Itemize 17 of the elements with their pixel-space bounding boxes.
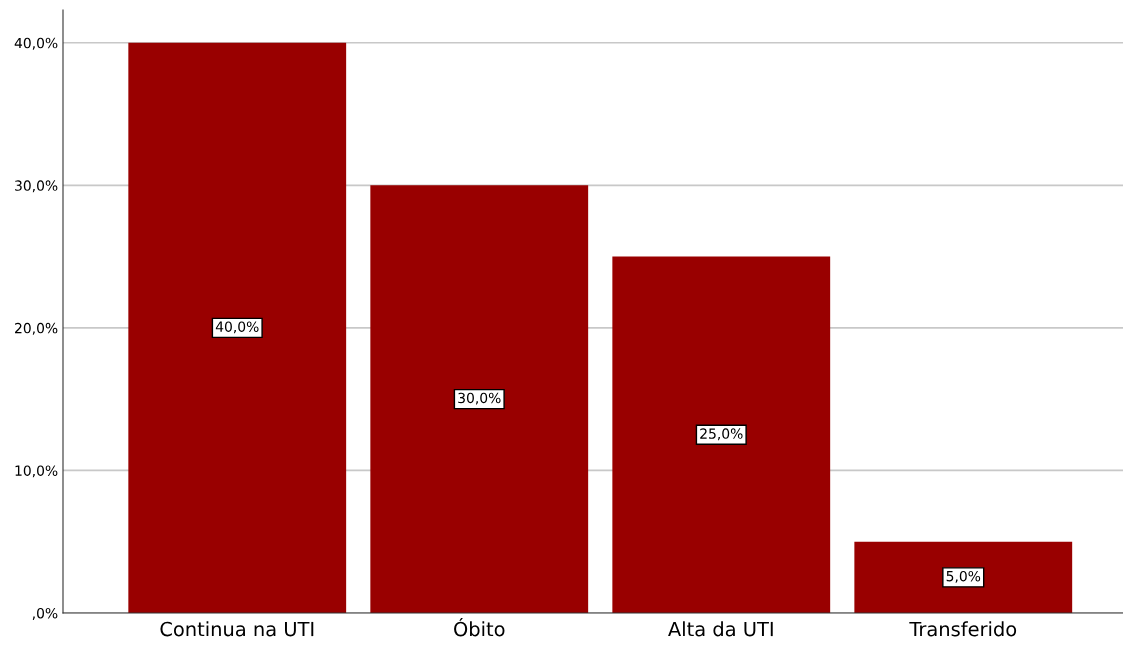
bar xyxy=(854,541,1073,613)
y-tick-label: 10,0% xyxy=(15,465,58,478)
bar xyxy=(370,185,589,613)
y-tick-label: 20,0% xyxy=(15,322,58,335)
y-tick-label: ,0% xyxy=(32,607,58,620)
data-label: 5,0% xyxy=(946,570,981,583)
x-tick-label: Continua na UTI xyxy=(160,621,314,637)
y-tick-label: 30,0% xyxy=(15,180,58,193)
bar xyxy=(612,256,831,613)
x-tick-label: Alta da UTI xyxy=(668,621,773,637)
x-tick-label: Óbito xyxy=(454,618,505,637)
y-tick-label: 40,0% xyxy=(14,37,58,50)
data-label: 30,0% xyxy=(458,392,501,405)
bar xyxy=(128,42,347,613)
x-tick-label: Transferido xyxy=(909,621,1017,637)
data-label: 25,0% xyxy=(700,428,743,441)
data-label: 40,0% xyxy=(215,321,259,334)
